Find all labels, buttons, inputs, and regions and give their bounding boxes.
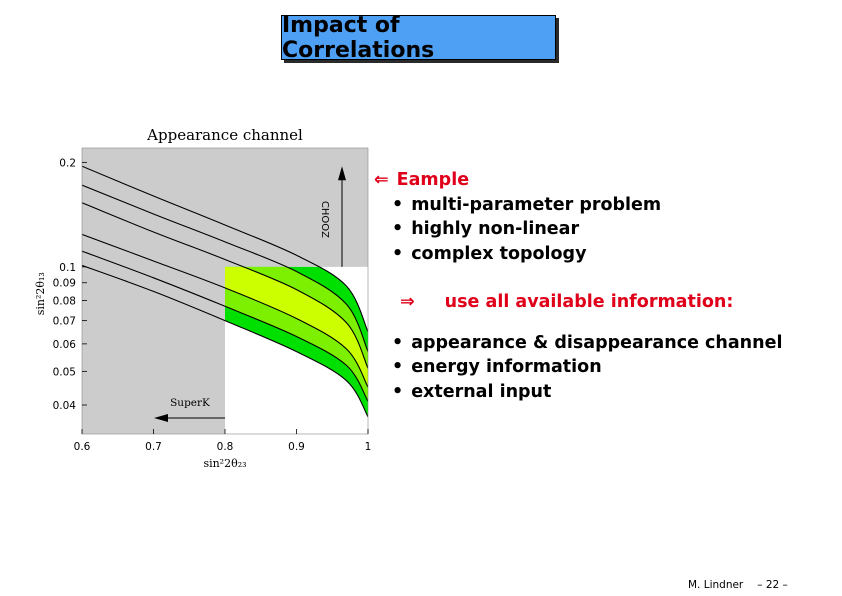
list-item: • multi-parameter problem: [374, 193, 794, 218]
bullet-icon: •: [392, 243, 404, 264]
x-tick-label: 1: [365, 441, 372, 453]
y-tick-label: 0.06: [53, 339, 77, 351]
lead-text: Eample: [396, 170, 470, 190]
bullet-icon: •: [392, 357, 404, 377]
lead-line: ⇐ Eample: [374, 168, 794, 193]
contour-line: [82, 165, 368, 333]
list-item-text: external input: [411, 381, 552, 402]
y-tick-label: 0.1: [59, 262, 76, 274]
bullet-icon: •: [392, 381, 404, 402]
contour-line: [82, 264, 368, 418]
bullet-icon: •: [392, 194, 404, 215]
y-tick-label: 0.07: [53, 316, 76, 328]
list-item-text: energy information: [411, 357, 602, 377]
confidence-band-inner: [225, 266, 368, 388]
y-tick-label: 0.04: [53, 400, 77, 412]
x-tick-label: 0.7: [145, 441, 162, 453]
contour-line: [82, 233, 368, 388]
y-tick-label: 0.05: [53, 366, 76, 378]
slide-title: Impact of Correlations: [281, 13, 556, 63]
y-axis-label: sin²2θ₁₃: [34, 272, 47, 315]
x-axis-label: sin²2θ₂₃: [203, 457, 246, 470]
list-item: • highly non-linear: [374, 217, 794, 242]
left-arrow-icon: ⇐: [374, 170, 389, 190]
x-tick-label: 0.9: [288, 441, 305, 453]
implies-line: ⇒ use all available information:: [374, 290, 794, 315]
implies-text: use all available information:: [444, 292, 734, 312]
y-tick-label: 0.09: [53, 278, 76, 290]
list-item: • energy information: [374, 355, 794, 380]
chart-layer: 0.6 0.7 0.8 0.9 1 0.04 0.05 0.06 0.07 0.08 0.09 0.1…: [34, 126, 371, 470]
y-tick-label: 0.08: [53, 296, 76, 308]
footer-author: M. Lindner: [688, 579, 744, 591]
bullet-icon: •: [392, 332, 404, 353]
list-item-text: multi-parameter problem: [411, 194, 662, 215]
chooz-arrow-icon: [338, 166, 346, 181]
superk-label: SuperK: [170, 397, 210, 409]
list-item: • complex topology: [374, 242, 794, 267]
footer-page-number: – 22 –: [757, 579, 788, 591]
superk-arrow-icon: [154, 414, 168, 422]
right-arrow-icon: ⇒: [400, 292, 415, 312]
x-tick-label: 0.8: [217, 441, 234, 453]
plot-area: [82, 165, 368, 418]
contour-line: [82, 250, 368, 402]
y-tick-label: 0.2: [59, 157, 76, 169]
slide-footer: M. Lindner – 22 –: [688, 579, 788, 591]
list-item: • external input: [374, 380, 794, 405]
contour-line: [82, 184, 368, 352]
list-item-text: complex topology: [411, 243, 587, 264]
list-item: • appearance & disappearance channel: [374, 331, 794, 356]
contour-line: [82, 202, 368, 369]
list-item-text: appearance & disappearance channel: [411, 332, 783, 353]
list-item-text: highly non-linear: [411, 219, 580, 239]
chart-title: Appearance channel: [146, 126, 303, 144]
bullet-icon: •: [392, 219, 404, 239]
chooz-label: CHOOZ: [319, 201, 330, 238]
bullet-text: ⇐ Eample • multi-parameter problem • hig…: [374, 168, 794, 404]
x-tick-label: 0.6: [74, 441, 91, 453]
